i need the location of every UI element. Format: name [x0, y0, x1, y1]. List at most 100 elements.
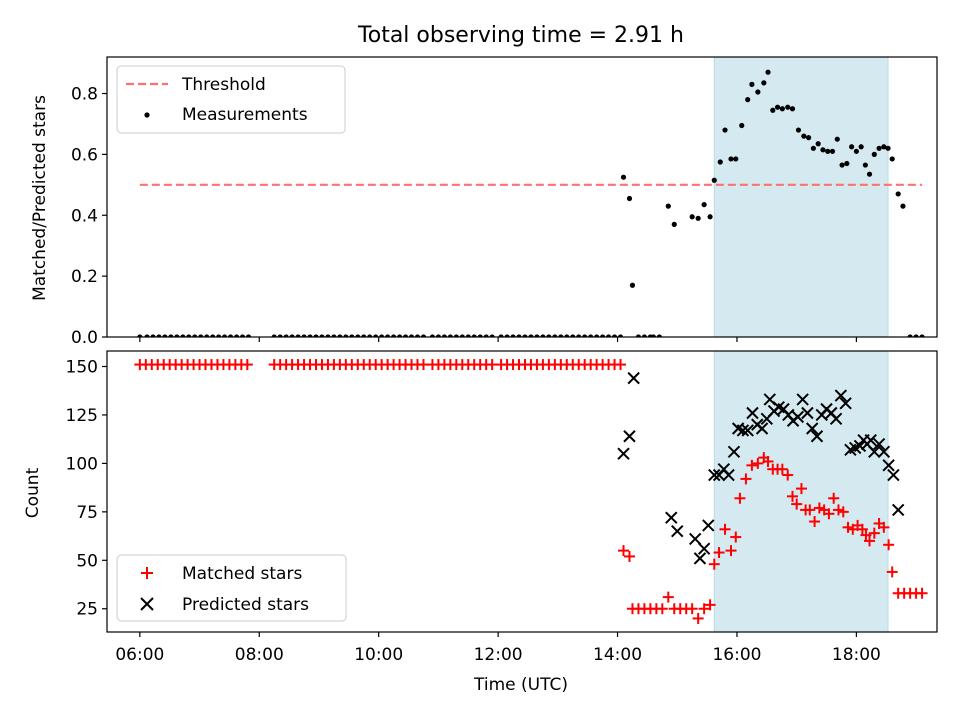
y-tick-label-bottom: 75	[76, 503, 98, 523]
x-tick-label: 14:00	[593, 645, 642, 665]
measurement-point	[825, 148, 831, 154]
measurement-point	[459, 334, 465, 337]
x-tick-label: 06:00	[115, 645, 164, 665]
measurement-point	[849, 144, 855, 150]
predicted-point	[810, 430, 824, 443]
matched-point	[782, 469, 794, 481]
measurement-point	[435, 334, 442, 337]
measurement-point	[534, 334, 540, 337]
measurement-point	[600, 334, 606, 337]
measurement-point	[277, 334, 283, 337]
measurement-point	[441, 334, 447, 337]
measurement-point	[144, 334, 150, 337]
predicted-point	[882, 459, 895, 472]
measurement-point	[349, 334, 355, 337]
measurement-point	[271, 334, 277, 337]
measurement-point	[137, 334, 143, 337]
measurement-point	[174, 334, 180, 337]
measurement-point	[611, 334, 618, 337]
measurement-point	[429, 334, 436, 337]
legend-predicted-label: Predicted stars	[182, 595, 309, 615]
measurement-point	[755, 89, 761, 95]
matched-point	[686, 603, 698, 615]
measurement-point	[881, 144, 887, 150]
measurement-point	[313, 334, 319, 337]
predicted-point	[755, 422, 769, 435]
predicted-point	[623, 430, 636, 443]
matched-point	[832, 504, 844, 516]
x-axis-label: Time (UTC)	[473, 675, 568, 695]
matched-point	[886, 566, 898, 578]
measurement-point	[402, 334, 409, 337]
measurement-point	[858, 144, 864, 150]
measurement-point	[876, 145, 882, 151]
measurement-point	[504, 334, 510, 337]
measurement-point	[789, 106, 796, 112]
measurement-point	[801, 133, 807, 139]
y-tick-label-bottom: 125	[66, 406, 98, 426]
measurement-point	[895, 191, 901, 197]
measurement-point	[156, 334, 162, 337]
y-tick-label-top: 0.6	[71, 145, 98, 165]
measurement-point	[900, 203, 906, 209]
measurement-point	[396, 334, 403, 337]
measurement-point	[186, 334, 192, 337]
measurement-point	[605, 334, 612, 337]
measurement-point	[626, 195, 633, 202]
predicted-point	[688, 532, 702, 546]
measurement-point	[635, 334, 642, 337]
matched-point	[864, 535, 876, 547]
measurement-point	[665, 203, 671, 209]
measurement-point	[707, 214, 713, 220]
matched-point	[752, 457, 764, 469]
matched-point	[804, 504, 816, 516]
measurement-point	[447, 334, 453, 337]
measurement-point	[192, 334, 198, 337]
matched-point	[809, 516, 821, 528]
predicted-point	[801, 406, 814, 420]
measurement-point	[385, 334, 391, 337]
predicted-point	[627, 371, 640, 385]
measurement-point	[331, 334, 337, 337]
predicted-point	[791, 410, 805, 424]
measurement-point	[453, 334, 459, 337]
measurement-point	[319, 334, 325, 337]
measurement-point	[477, 334, 483, 337]
observing-span-top	[713, 56, 889, 338]
measurement-point	[815, 141, 821, 147]
matched-point	[823, 508, 835, 520]
predicted-point	[736, 424, 750, 437]
measurement-point	[671, 221, 677, 227]
series-matched-stars	[134, 359, 928, 624]
matched-point	[615, 359, 627, 371]
measurement-point	[711, 177, 717, 183]
y-tick-label-bottom: 150	[66, 358, 98, 378]
measurement-point	[839, 162, 845, 168]
measurement-point	[913, 334, 919, 337]
axes-frame-top	[106, 56, 938, 338]
measurement-point	[739, 122, 745, 129]
measurement-point	[650, 334, 656, 337]
top-panel: 0.0 0.2 0.4 0.6 0.8	[71, 56, 938, 348]
matched-point	[828, 492, 840, 504]
measurement-point	[722, 127, 728, 133]
measurement-point	[749, 81, 755, 87]
predicted-point	[872, 437, 886, 451]
predicted-point	[671, 525, 684, 538]
measurement-point	[414, 334, 421, 337]
measurement-point	[919, 334, 925, 337]
measurement-point	[745, 97, 751, 103]
measurement-point	[289, 334, 295, 337]
y-axis-label-bottom: Count	[23, 467, 43, 518]
predicted-point	[693, 552, 707, 565]
measurement-point	[701, 202, 707, 208]
measurement-point	[522, 334, 528, 337]
matched-point	[813, 502, 825, 514]
x-tick-label: 08:00	[235, 645, 284, 665]
measurement-point	[210, 334, 216, 337]
matched-point	[786, 490, 798, 502]
measurement-point	[866, 171, 873, 177]
measurement-point	[810, 145, 816, 151]
measurement-point	[564, 334, 570, 337]
predicted-point	[708, 468, 721, 482]
